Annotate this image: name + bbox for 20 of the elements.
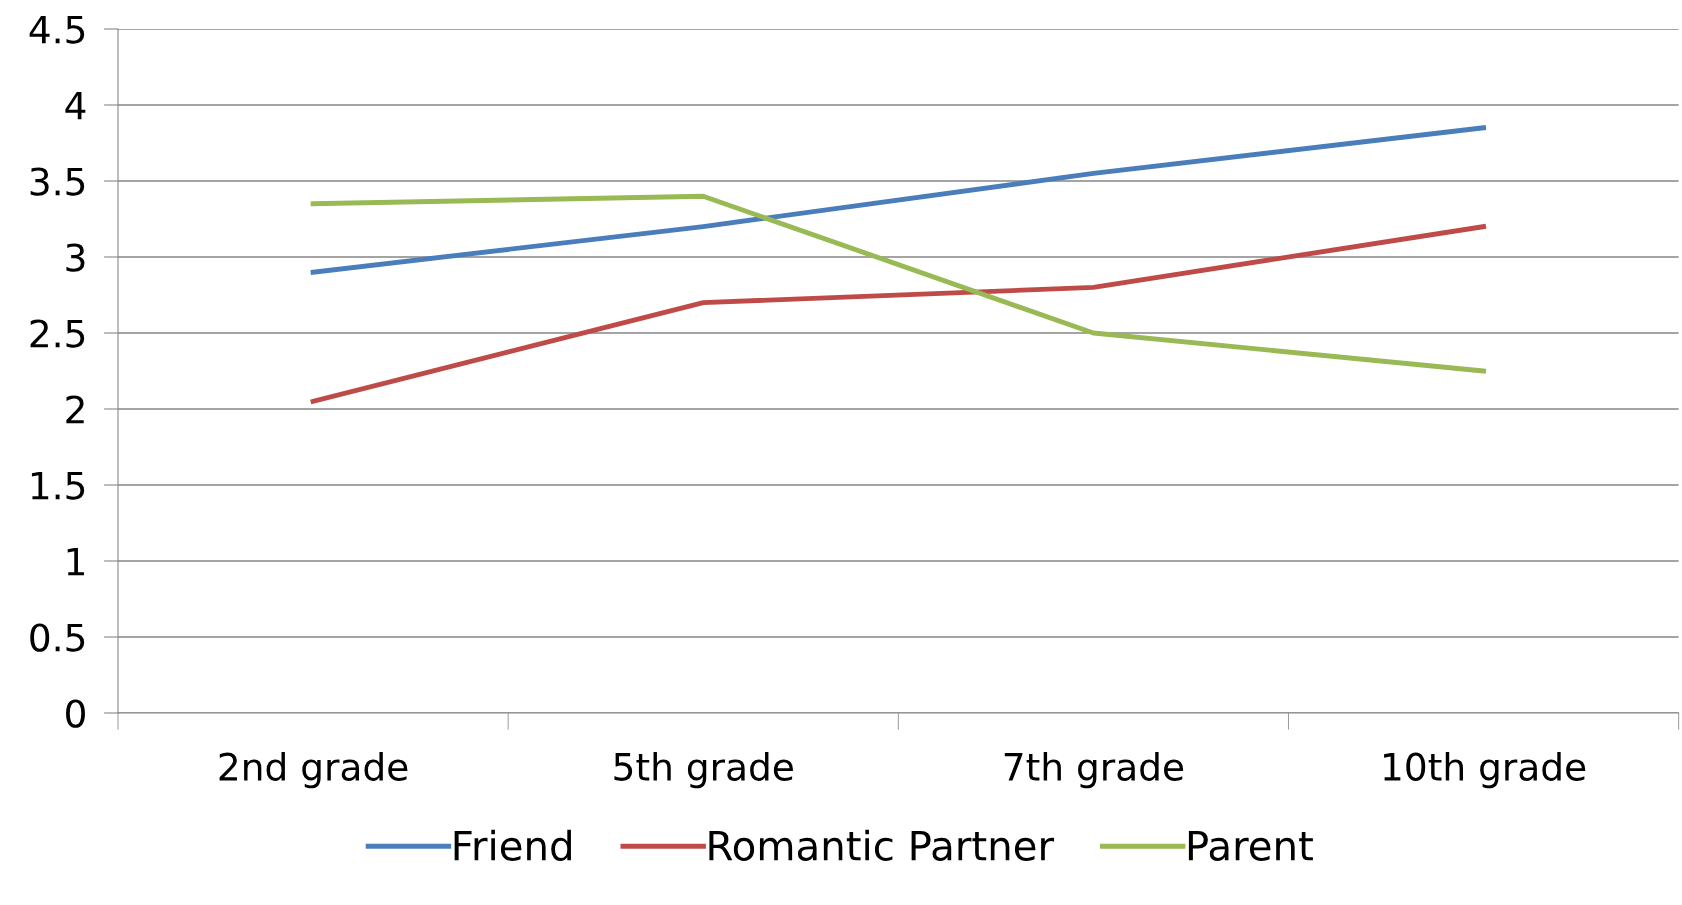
y-tick-label: 0 [66, 699, 85, 728]
y-tick-label: 4 [65, 91, 86, 120]
y-tick-label: 0.5 [30, 623, 85, 652]
y-tick-label: 2.5 [30, 319, 85, 348]
line-series [310, 125, 1486, 275]
x-tick-label: 2nd grade [219, 751, 408, 789]
y-tick-label: 4.5 [29, 15, 85, 44]
y-tick-label: 2 [66, 395, 84, 424]
y-tick-label: 3 [66, 243, 85, 272]
line-series [310, 193, 1486, 374]
x-tick-label: 7th grade [1004, 751, 1184, 789]
y-tick-label: 1.5 [31, 471, 85, 500]
line-series [310, 224, 1486, 404]
legend-label: Romantic Partner [709, 829, 1055, 861]
x-tick-label: 5th grade [614, 751, 793, 789]
x-tick-label: 10th grade [1384, 751, 1586, 789]
legend-label: Friend [454, 829, 571, 861]
y-tick-label: 3.5 [30, 167, 85, 196]
y-tick-label: 1 [67, 547, 84, 576]
legend-label: Parent [1188, 831, 1313, 861]
